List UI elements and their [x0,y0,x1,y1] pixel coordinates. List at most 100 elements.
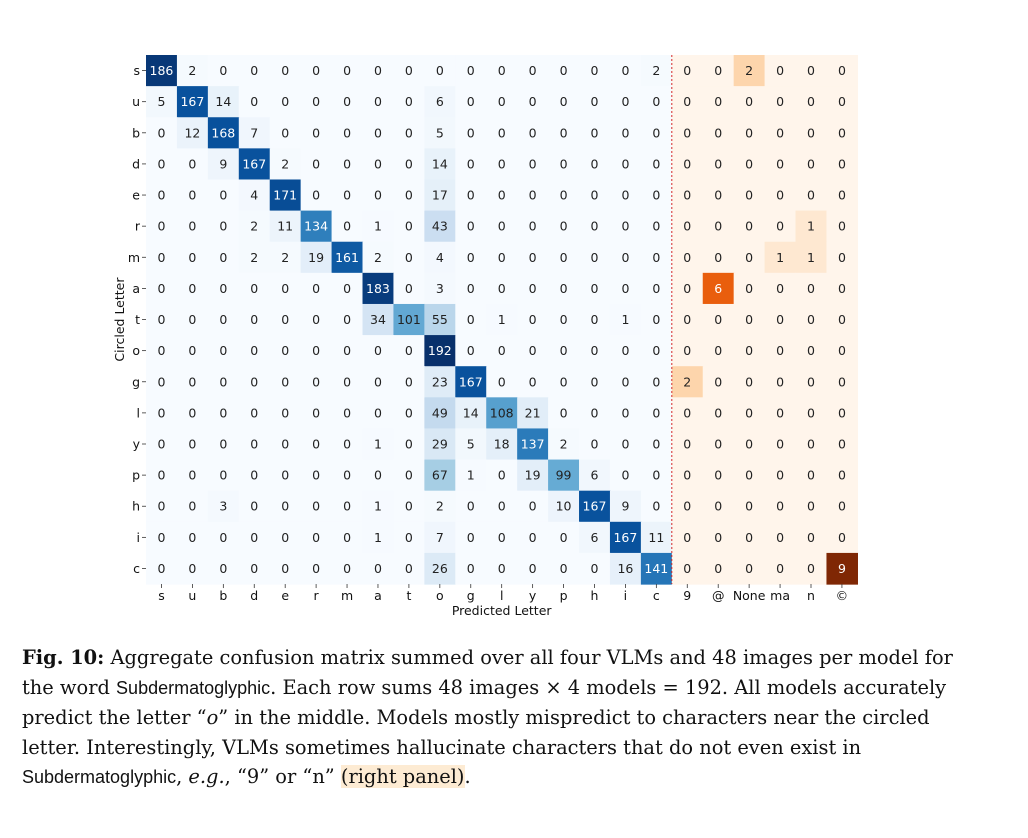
heatmap-cell [671,272,704,305]
cell-value-label: 7 [250,125,258,140]
cell-value-label: 0 [807,312,815,327]
heatmap-cell [609,241,642,274]
cell-value-label: 0 [281,312,289,327]
cell-value-label: 0 [745,530,753,545]
heatmap-cell [362,335,395,367]
cell-value-label: 0 [776,63,784,78]
cell-value-label: 0 [312,188,320,203]
cell-value-label: 0 [312,468,320,483]
cell-value-label: 0 [621,219,629,234]
heatmap-cell [238,210,271,243]
cell-value-label: 0 [776,374,784,389]
heatmap-cell [486,148,518,181]
cell-value-label: 0 [157,188,165,203]
x-tick-labels: s u b d e r m a t o g l y p h i c 9 @ None ma n © [158,584,848,603]
cell-value-label: 0 [498,94,506,109]
cell-value-label: 0 [745,561,753,576]
cell-value-label: 0 [714,219,722,234]
y-tick-label: r [135,219,141,234]
heatmap-cell [455,552,487,585]
cell-value-label: 0 [745,281,753,296]
cell-value-label: 0 [467,312,475,327]
cell-value-label: 0 [250,499,258,514]
heatmap-cell [362,210,395,243]
heatmap-cell [176,86,209,118]
cell-value-label: 0 [219,219,227,234]
heatmap-cell [486,459,518,492]
cell-value-label: 0 [652,188,660,203]
cell-value-label: 0 [560,94,568,109]
heatmap-cell [702,272,735,305]
heatmap-cell [424,490,456,523]
cell-value-label: 0 [374,188,382,203]
heatmap-cell [269,459,302,492]
heatmap-cell [826,397,858,430]
heatmap-cell [424,272,456,305]
cell-value-label: 0 [467,281,475,296]
cell-value-label: 18 [494,437,510,452]
heatmap-cell [238,241,271,274]
heatmap-cell [702,55,735,87]
y-tick-label: p [132,468,140,483]
heatmap-cell [176,303,209,336]
cell-value-label: 0 [776,156,784,171]
cell-value-label: 0 [838,188,846,203]
cell-value-label: 0 [745,156,753,171]
cell-value-label: 0 [157,343,165,358]
cell-value-label: 2 [560,437,568,452]
cell-value-label: 0 [838,156,846,171]
cell-value-label: 0 [745,405,753,420]
cell-value-label: 0 [621,374,629,389]
heatmap-cell [331,55,364,87]
cell-value-label: 2 [374,250,382,265]
cell-value-label: 0 [281,125,289,140]
heatmap-cell [702,303,735,336]
confusion-matrix-figure: 186 2 0 0 0 0 0 0 0 0 0 0 0 0 0 0 2 0 0 2 0 0 05 167 14 0 0 0 0 0 0 6 0 0… [112,55,858,618]
cell-value-label: 0 [312,281,320,296]
heatmap-cell [702,490,735,523]
cell-value-label: 0 [714,312,722,327]
heatmap-cell [300,335,333,367]
cell-value-label: 0 [838,125,846,140]
heatmap-cell [702,366,735,398]
cell-value-label: 0 [219,374,227,389]
cell-value-label: 2 [281,156,289,171]
cell-value-label: 67 [432,468,448,483]
cell-value-label: 0 [776,312,784,327]
cell-value-label: 0 [467,125,475,140]
heatmap-cell [764,86,797,118]
cell-value-label: 9 [621,499,629,514]
cell-value-label: 12 [184,125,200,140]
cell-value-label: 0 [343,281,351,296]
heatmap-cell [548,148,580,181]
cell-value-label: 14 [215,94,231,109]
heatmap-cell [331,521,364,554]
cell-value-label: 0 [529,530,537,545]
cell-value-label: 0 [405,468,413,483]
heatmap-cell [579,428,611,461]
heatmap-cell [486,552,518,585]
cell-value-label: 0 [188,405,196,420]
cell-value-label: 0 [591,156,599,171]
y-tick-label: o [132,343,140,358]
heatmap-cell [393,55,425,87]
heatmap-cell [424,335,456,367]
cell-value-label: 0 [652,499,660,514]
cell-value-label: 0 [157,374,165,389]
heatmap-cell [331,335,364,367]
heatmap-cell [826,86,858,118]
heatmap-cell [269,335,302,367]
cell-value-label: 0 [838,437,846,452]
heatmap-cell [300,459,333,492]
heatmap-cell [393,552,425,585]
y-tick-label: i [137,530,140,545]
caption-letter: o [206,706,219,730]
cell-value-label: 183 [366,281,390,296]
cell-value-label: 0 [714,343,722,358]
heatmap-cell [517,366,549,398]
heatmap-cell [548,521,580,554]
cell-value-label: 2 [250,219,258,234]
heatmap-cell [393,303,425,336]
cell-value-label: 19 [525,468,541,483]
cell-value-label: 0 [560,219,568,234]
